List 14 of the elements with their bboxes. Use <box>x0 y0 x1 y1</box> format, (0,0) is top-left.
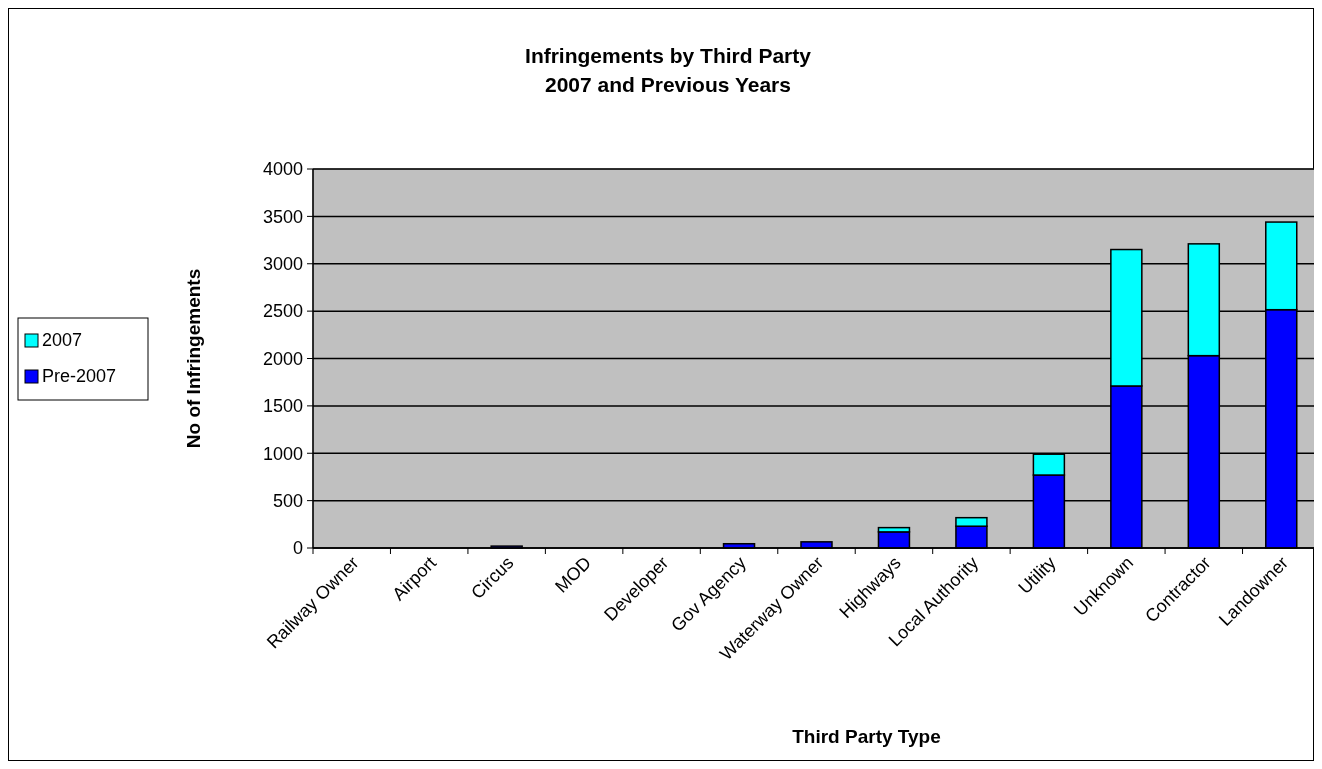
chart-title: Infringements by Third Party 2007 and Previous Years <box>525 44 812 96</box>
y-tick-label: 3000 <box>262 254 303 275</box>
y-tick-label: 4000 <box>262 159 303 180</box>
y-axis-title: No of Infringements <box>183 268 204 449</box>
y-tick-label: 2000 <box>262 348 303 369</box>
legend-label: Pre-2007 <box>42 366 117 387</box>
x-axis-title: Third Party Type <box>792 726 941 747</box>
y-tick-label: 500 <box>272 490 303 511</box>
y-tick-label: 3500 <box>262 206 303 227</box>
y-tick-label: 2500 <box>262 301 303 322</box>
y-tick-label: 0 <box>292 538 303 559</box>
legend-label: 2007 <box>42 330 83 351</box>
y-tick-label: 1500 <box>262 396 303 417</box>
y-tick-label: 1000 <box>262 443 303 464</box>
